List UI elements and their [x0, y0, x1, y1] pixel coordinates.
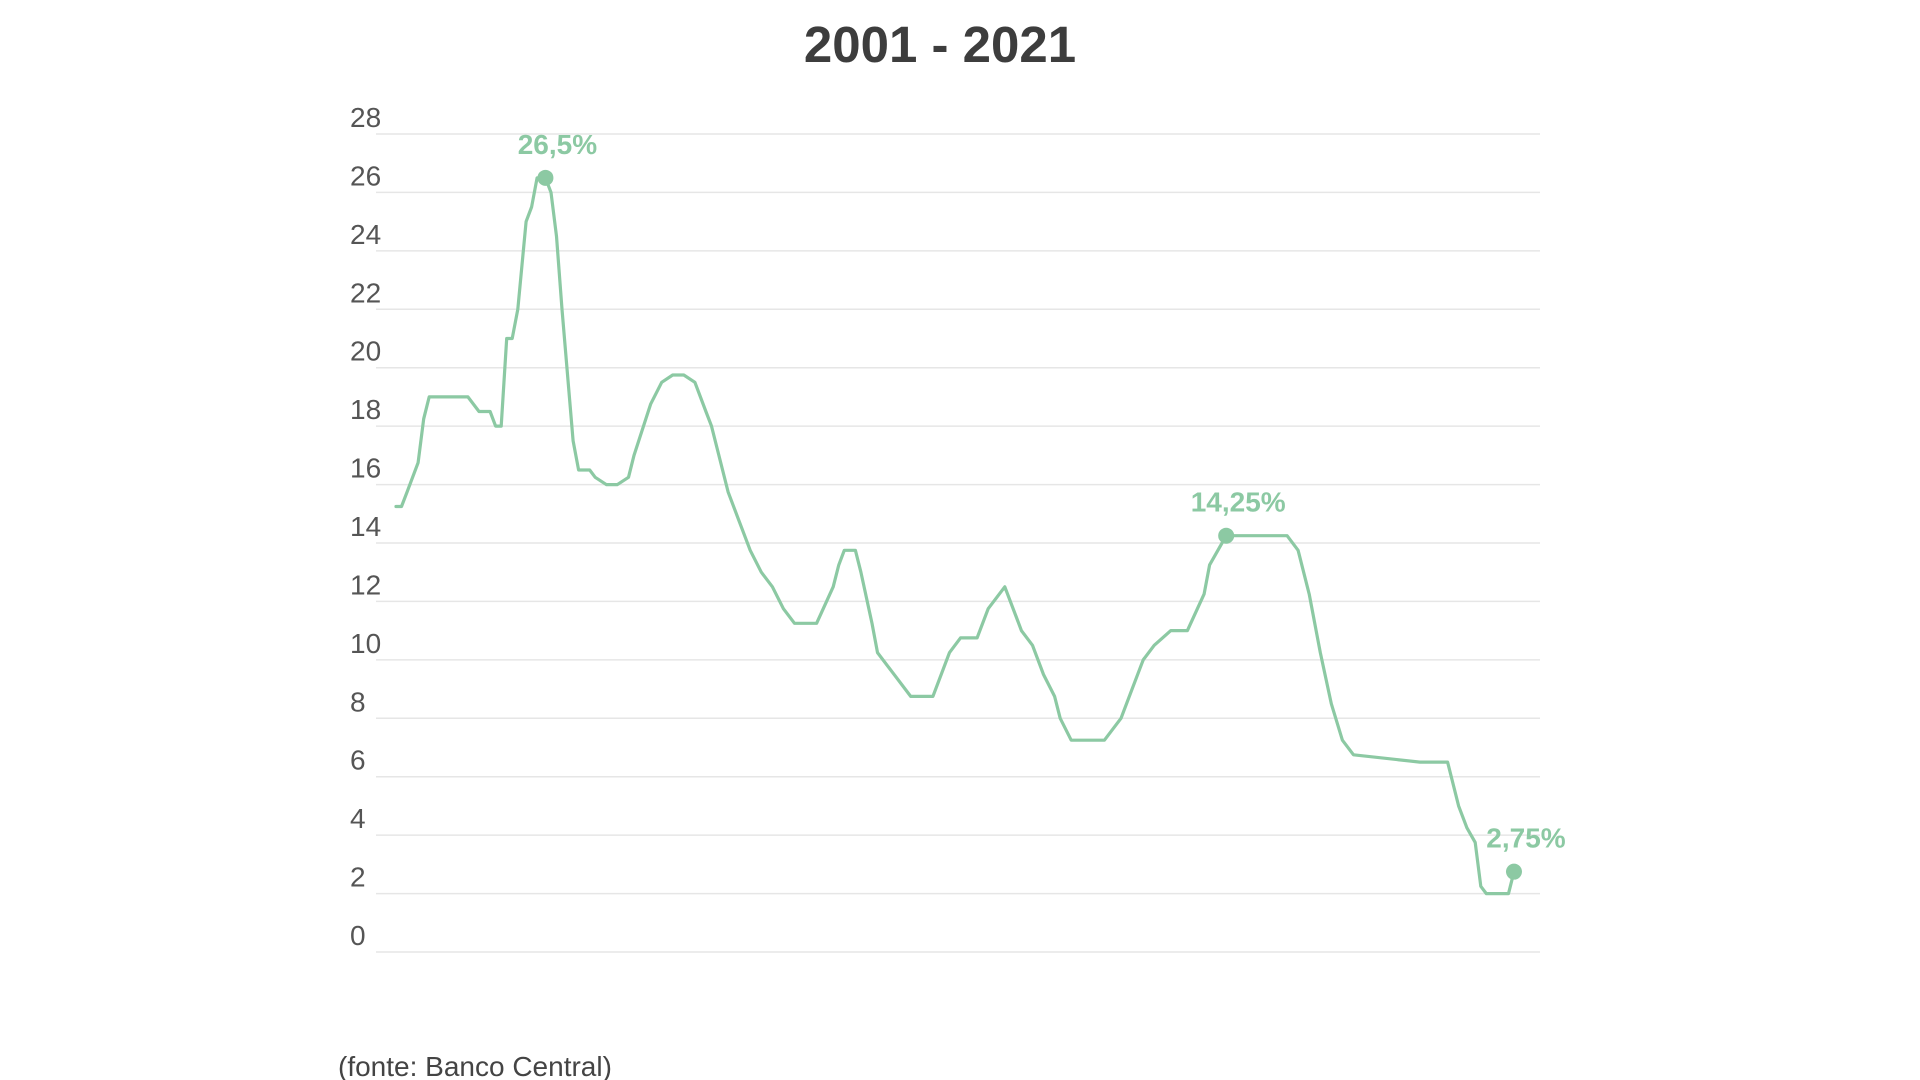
- chart-title: 2001 - 2021: [804, 16, 1076, 73]
- y-tick-label: 2: [350, 862, 366, 893]
- y-tick-label: 12: [350, 569, 381, 600]
- y-tick-label: 24: [350, 219, 381, 250]
- y-tick-label: 16: [350, 453, 381, 484]
- annotation-marker: [537, 169, 554, 186]
- annotation-label: 26,5%: [518, 129, 597, 160]
- y-tick-label: 4: [350, 803, 366, 834]
- gridlines: [376, 133, 1540, 953]
- y-tick-label: 22: [350, 277, 381, 308]
- series-line: [394, 176, 1516, 896]
- y-tick-label: 6: [350, 745, 366, 776]
- y-tick-label: 28: [350, 102, 381, 133]
- y-tick-label: 0: [350, 920, 366, 951]
- y-tick-label: 18: [350, 394, 381, 425]
- annotation-label: 14,25%: [1191, 487, 1286, 518]
- annotation-label: 2,75%: [1486, 823, 1565, 854]
- y-tick-label: 14: [350, 511, 381, 542]
- annotation-marker: [1218, 527, 1235, 544]
- annotation-marker: [1505, 863, 1522, 880]
- y-tick-label: 20: [350, 336, 381, 367]
- y-tick-label: 8: [350, 686, 366, 717]
- annotations: 26,5% 14,25% 2,75%: [518, 129, 1566, 880]
- source-note: (fonte: Banco Central): [338, 1051, 612, 1080]
- y-tick-label: 10: [350, 628, 381, 659]
- y-tick-label: 26: [350, 160, 381, 191]
- series-layer: [394, 176, 1516, 896]
